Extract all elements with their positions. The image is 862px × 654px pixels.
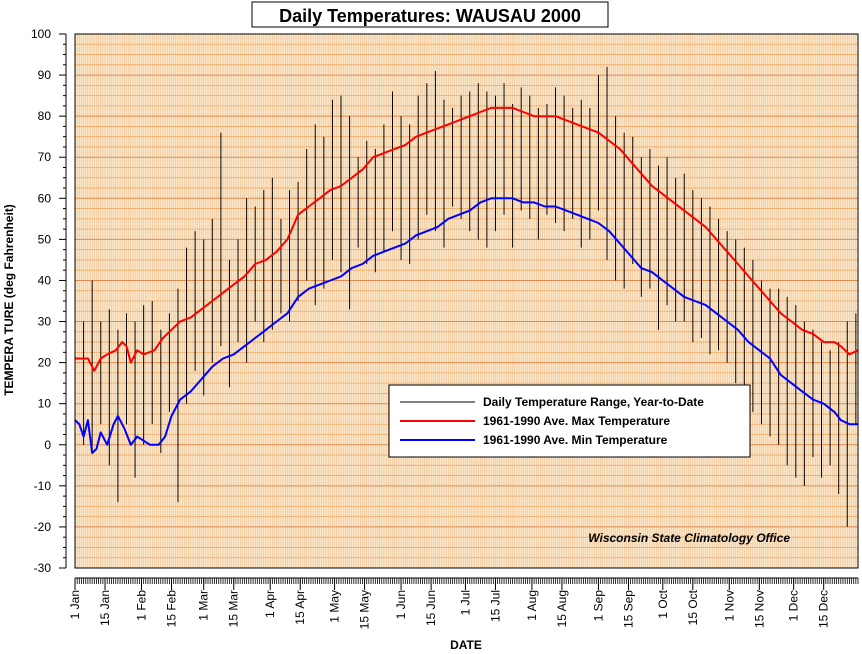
- y-axis: -30 -20 -10 0 10 20 30 40 50 60 70 80 90 100: [31, 27, 67, 575]
- x-tick-label: 1 Jun: [394, 590, 408, 619]
- avg-max-line: [75, 106, 859, 372]
- x-tick-label: 15 Mar: [227, 590, 241, 627]
- y-tick-label: 0: [44, 438, 51, 452]
- average-lines: [74, 106, 859, 454]
- y-tick-label: 50: [38, 232, 52, 246]
- legend: Daily Temperature Range, Year-to-Date 19…: [388, 384, 751, 458]
- source-annotation: Wisconsin State Climatology Office: [588, 531, 790, 545]
- x-tick-label: 15 Sep: [622, 590, 636, 628]
- y-tick-label: -10: [34, 479, 52, 493]
- x-tick-label: 1 Jan: [68, 590, 82, 619]
- x-tick-label: 1 Oct: [656, 589, 670, 618]
- x-tick-label: 1 Apr: [263, 590, 277, 618]
- x-tick-label: 1 Aug: [525, 590, 539, 621]
- x-tick-label: 15 May: [358, 590, 372, 629]
- x-tick-label: 1 Sep: [591, 590, 605, 622]
- x-tick-label: 15 Jan: [98, 590, 112, 626]
- x-tick-label: 15 Nov: [752, 590, 766, 628]
- y-tick-label: 80: [38, 109, 52, 123]
- legend-label-min: 1961-1990 Ave. Min Temperature: [483, 433, 668, 447]
- x-tick-label: 1 Nov: [722, 590, 736, 621]
- x-axis-label: DATE: [450, 638, 482, 652]
- y-tick-label: 40: [38, 273, 52, 287]
- x-tick-label: 1 Dec: [787, 590, 801, 621]
- x-tick-label: 15 Jul: [489, 590, 503, 622]
- legend-label-range: Daily Temperature Range, Year-to-Date: [483, 395, 704, 409]
- y-tick-label: 100: [31, 27, 51, 41]
- y-tick-label: 90: [38, 68, 52, 82]
- y-tick-label: -20: [34, 520, 52, 534]
- x-tick-label: 1 Feb: [135, 590, 149, 621]
- y-tick-label: 20: [38, 356, 52, 370]
- x-tick-label: 15 Aug: [555, 590, 569, 627]
- x-axis: 1 Jan 15 Jan 1 Feb 15 Feb 1 Mar 15 Mar 1 Apr 15…: [68, 577, 859, 629]
- x-tick-label: 15 Feb: [165, 590, 179, 628]
- y-tick-label: 60: [38, 191, 52, 205]
- plot-frame: [74, 33, 859, 569]
- y-tick-label: 30: [38, 315, 52, 329]
- x-tick-label: 1 Jul: [458, 590, 472, 615]
- y-axis-label: TEMPERA TURE (deg Fahrenheit): [2, 204, 16, 396]
- chart-title: Daily Temperatures: WAUSAU 2000: [279, 6, 581, 26]
- y-tick-label: -30: [34, 561, 52, 575]
- x-tick-label: 15 Jun: [424, 590, 438, 626]
- daily-range-bars: [74, 66, 857, 527]
- x-tick-label: 1 Mar: [197, 590, 211, 621]
- x-tick-label: 15 Oct: [686, 589, 700, 625]
- x-tick-label: 1 May: [328, 590, 342, 623]
- avg-min-line: [74, 197, 858, 454]
- legend-label-max: 1961-1990 Ave. Max Temperature: [483, 414, 670, 428]
- x-tick-label: 15 Dec: [817, 590, 831, 628]
- y-tick-label: 10: [38, 397, 52, 411]
- title-box: [251, 1, 609, 28]
- x-tick-label: 15 Apr: [293, 590, 307, 625]
- y-tick-label: 70: [38, 150, 52, 164]
